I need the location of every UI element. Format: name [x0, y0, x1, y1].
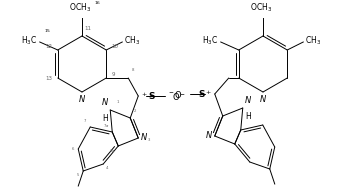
- Text: $^6$: $^6$: [71, 146, 75, 152]
- Text: 11: 11: [84, 26, 91, 31]
- Text: N: N: [102, 98, 108, 107]
- Text: CH$_3$: CH$_3$: [305, 35, 321, 47]
- Text: $^{16}$: $^{16}$: [94, 1, 101, 6]
- Text: $_{3a}$: $_{3a}$: [109, 148, 115, 155]
- Text: $^1$: $^1$: [116, 100, 120, 105]
- Text: H: H: [103, 114, 108, 123]
- Text: $^7$: $^7$: [83, 119, 87, 124]
- Text: OCH$_3$: OCH$_3$: [250, 2, 272, 14]
- Text: $^-$O: $^-$O: [167, 88, 183, 99]
- Text: $^{15}$: $^{15}$: [44, 29, 52, 34]
- Text: $^2$: $^2$: [133, 109, 138, 114]
- Text: 10: 10: [111, 44, 118, 50]
- Text: N: N: [206, 132, 212, 140]
- Text: N: N: [79, 94, 85, 104]
- Text: S$^+$: S$^+$: [198, 88, 213, 100]
- Text: $^+$S: $^+$S: [140, 90, 156, 102]
- Text: O$^-$: O$^-$: [172, 91, 186, 101]
- Text: $_3$: $_3$: [147, 136, 151, 144]
- Text: $_{7a}$: $_{7a}$: [103, 123, 109, 130]
- Text: $^4$: $^4$: [105, 166, 110, 171]
- Text: H$_3$C: H$_3$C: [202, 35, 219, 47]
- Text: N: N: [245, 96, 251, 105]
- Text: $^5$: $^5$: [76, 173, 80, 178]
- Text: OCH$_3$: OCH$_3$: [69, 2, 91, 14]
- Text: CH$_3$: CH$_3$: [124, 35, 140, 47]
- Text: H: H: [245, 112, 251, 121]
- Text: 9: 9: [111, 73, 115, 77]
- Text: H$_3$C: H$_3$C: [21, 35, 38, 47]
- Text: $^8$: $^8$: [131, 68, 135, 73]
- Text: N: N: [141, 133, 148, 143]
- Text: 13: 13: [46, 75, 53, 81]
- Text: N: N: [260, 94, 266, 104]
- Text: 12: 12: [46, 44, 53, 50]
